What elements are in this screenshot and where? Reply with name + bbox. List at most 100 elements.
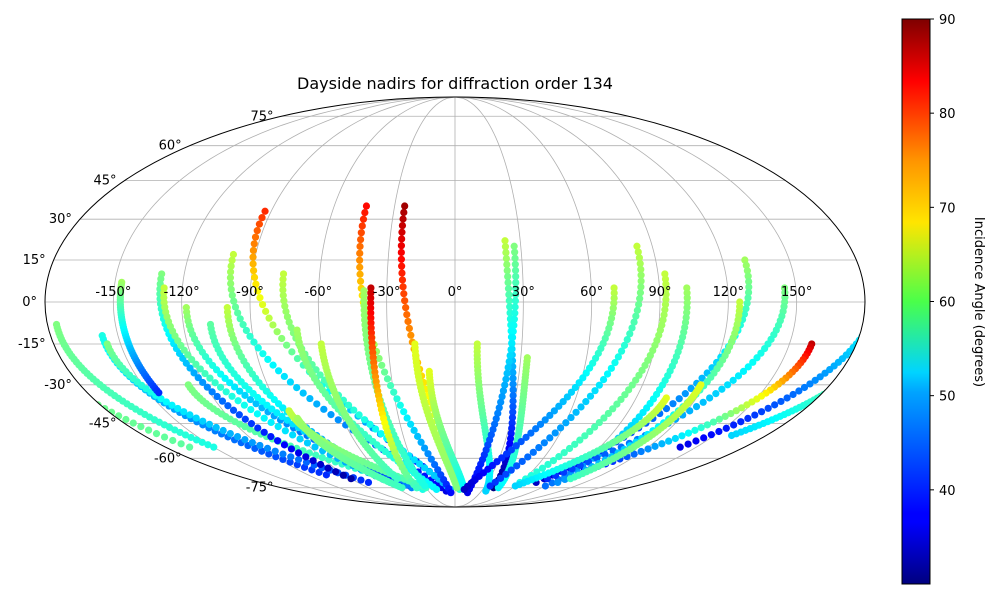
track-point (344, 401, 353, 409)
track-point (505, 357, 513, 366)
track-point (273, 437, 282, 445)
track-point (399, 283, 407, 291)
track-point (366, 420, 374, 429)
track-point (577, 403, 585, 411)
track-point (228, 392, 236, 400)
track-point (0, 270, 7, 277)
track-point (378, 361, 386, 369)
colorbar-tick-label: 70 (939, 201, 956, 216)
track-point (279, 286, 287, 294)
track-point (501, 381, 509, 389)
track-point (842, 375, 850, 383)
track-point (742, 261, 750, 269)
track-point (498, 392, 506, 401)
track-point (258, 447, 266, 455)
latitude-tick-label: 30° (49, 212, 72, 227)
track-point (494, 484, 502, 492)
track-point (517, 438, 525, 446)
track-point (296, 435, 304, 443)
track-point (211, 379, 219, 387)
track-point (204, 441, 212, 449)
track-point (248, 438, 256, 447)
track-point (398, 276, 407, 284)
latitude-tick-label: 45° (94, 174, 117, 189)
track-point (684, 429, 693, 437)
track-point (595, 418, 603, 427)
track-point (279, 455, 287, 464)
track-point (599, 375, 608, 384)
track-point (722, 424, 730, 432)
track-point (658, 440, 666, 448)
track-point (508, 333, 517, 342)
track-point (855, 364, 863, 372)
track-point (421, 482, 429, 490)
track-point (789, 390, 797, 399)
track-point (398, 484, 406, 492)
track-point (287, 445, 296, 453)
track-point (432, 485, 441, 494)
track-point (383, 375, 392, 383)
track-point (707, 431, 715, 439)
track-point (192, 360, 200, 368)
track-point (228, 256, 236, 264)
track-point (226, 268, 235, 276)
track-point (254, 344, 262, 352)
track-point (229, 250, 238, 259)
track-point (390, 388, 398, 396)
track-point (591, 387, 599, 395)
track-point (721, 412, 729, 420)
track-point (630, 318, 638, 326)
track-point (280, 372, 288, 381)
track-point (651, 442, 659, 450)
track-point (611, 359, 619, 367)
track-point (566, 475, 575, 483)
track-point (507, 446, 515, 454)
latitude-tick-label: -30° (44, 378, 72, 393)
track-point (402, 304, 410, 312)
track-point (871, 307, 878, 314)
track-point (837, 379, 845, 387)
track-point (829, 385, 837, 393)
track-point (744, 288, 753, 297)
track-point (732, 407, 740, 415)
track-point (724, 381, 732, 389)
track-point (700, 434, 708, 442)
track-point (264, 355, 272, 364)
track-point (356, 256, 364, 264)
graticule-grid (45, 96, 865, 508)
track-point (302, 458, 311, 466)
track-point (256, 441, 264, 450)
track-point (867, 349, 874, 356)
latitude-tick-label: -60° (154, 451, 182, 466)
track-point (306, 394, 314, 403)
track-point (226, 379, 234, 387)
track-point (288, 348, 296, 356)
track-point (509, 374, 517, 382)
track-point (739, 367, 748, 375)
track-point (222, 388, 230, 396)
track-point (228, 291, 236, 299)
track-point (414, 432, 422, 440)
track-point (10, 331, 17, 338)
track-point (703, 421, 711, 429)
track-point (278, 334, 286, 343)
track-point (503, 266, 511, 275)
track-point (361, 209, 369, 217)
longitude-tick-label: 30° (512, 285, 535, 300)
track-point (508, 339, 516, 348)
track-point (632, 312, 640, 320)
longitude-tick-label: 120° (713, 285, 744, 300)
track-point (501, 237, 509, 245)
track-point (293, 383, 301, 392)
track-point (274, 423, 282, 431)
track-point (567, 413, 575, 422)
track-point (401, 202, 409, 210)
track-point (227, 262, 235, 270)
track-point (861, 356, 865, 364)
longitude-gridline (112, 96, 456, 508)
track-point (518, 457, 526, 466)
track-point (265, 450, 273, 458)
track-point (312, 451, 320, 459)
track-point (192, 414, 200, 422)
